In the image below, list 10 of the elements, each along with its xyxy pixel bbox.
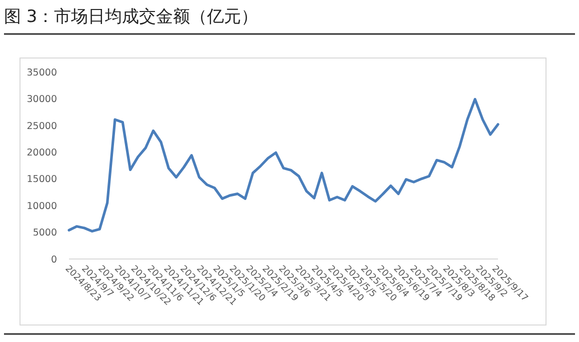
chart-title: 图 3：市场日均成交金额（亿元）	[4, 7, 258, 27]
y-tick-label: 20000	[26, 147, 57, 158]
y-tick-label: 30000	[26, 94, 57, 106]
y-tick-label: 0	[50, 254, 57, 266]
y-tick-label: 10000	[26, 200, 57, 212]
y-tick-label: 15000	[26, 174, 57, 186]
y-tick-label: 35000	[26, 67, 57, 78]
y-tick-label: 5000	[32, 228, 57, 239]
y-tick-label: 25000	[26, 120, 57, 132]
line-series	[68, 98, 500, 233]
